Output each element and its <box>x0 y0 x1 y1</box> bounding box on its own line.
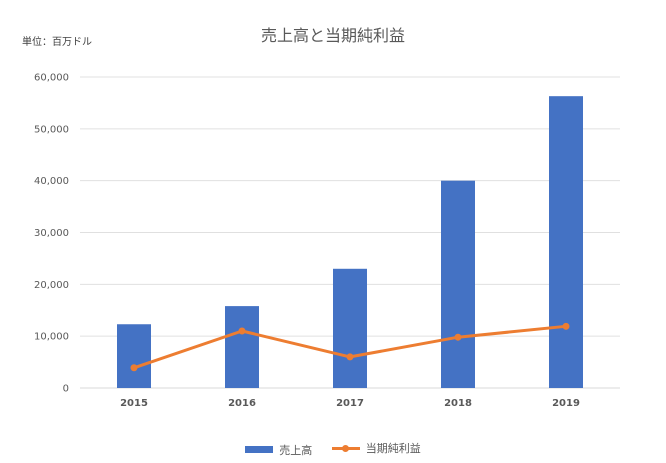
legend-label-sales: 売上高 <box>279 443 313 457</box>
bar-sales <box>117 324 151 388</box>
y-tick-label: 50,000 <box>34 124 69 135</box>
x-tick-label: 2019 <box>552 398 580 409</box>
legend-swatch-net-income <box>331 443 360 453</box>
bar-sales <box>441 180 475 388</box>
y-tick-label: 10,000 <box>34 332 69 343</box>
legend: 売上高 当期純利益 <box>0 440 666 458</box>
y-tick-label: 20,000 <box>34 280 69 291</box>
point-net-income <box>562 322 570 330</box>
unit-label: 単位：百万ドル <box>22 37 92 48</box>
x-tick-label: 2017 <box>336 398 364 409</box>
y-tick-label: 30,000 <box>34 228 69 239</box>
y-tick-label: 0 <box>63 384 69 395</box>
line-series <box>130 322 570 372</box>
y-axis: 0 10,000 20,000 30,000 40,000 50,000 60,000 <box>34 73 69 395</box>
point-net-income <box>130 364 138 372</box>
point-net-income <box>454 333 462 341</box>
bar-sales <box>549 96 583 388</box>
point-net-income <box>238 327 246 335</box>
y-tick-label: 60,000 <box>34 73 69 84</box>
legend-item-net-income: 当期純利益 <box>331 440 421 456</box>
x-axis: 2015 2016 2017 2018 2019 <box>120 398 580 409</box>
x-tick-label: 2018 <box>444 398 472 409</box>
x-tick-label: 2016 <box>228 398 256 409</box>
chart-title: 売上高と当期純利益 <box>260 26 405 45</box>
point-net-income <box>346 353 354 361</box>
y-tick-label: 40,000 <box>34 176 69 187</box>
legend-label-net-income: 当期純利益 <box>365 442 421 455</box>
x-tick-label: 2015 <box>120 398 148 409</box>
bar-sales <box>225 306 259 388</box>
bar-series <box>117 96 583 388</box>
bar-sales <box>333 268 367 388</box>
legend-swatch-sales <box>245 446 274 453</box>
legend-item-sales: 売上高 <box>245 442 312 458</box>
